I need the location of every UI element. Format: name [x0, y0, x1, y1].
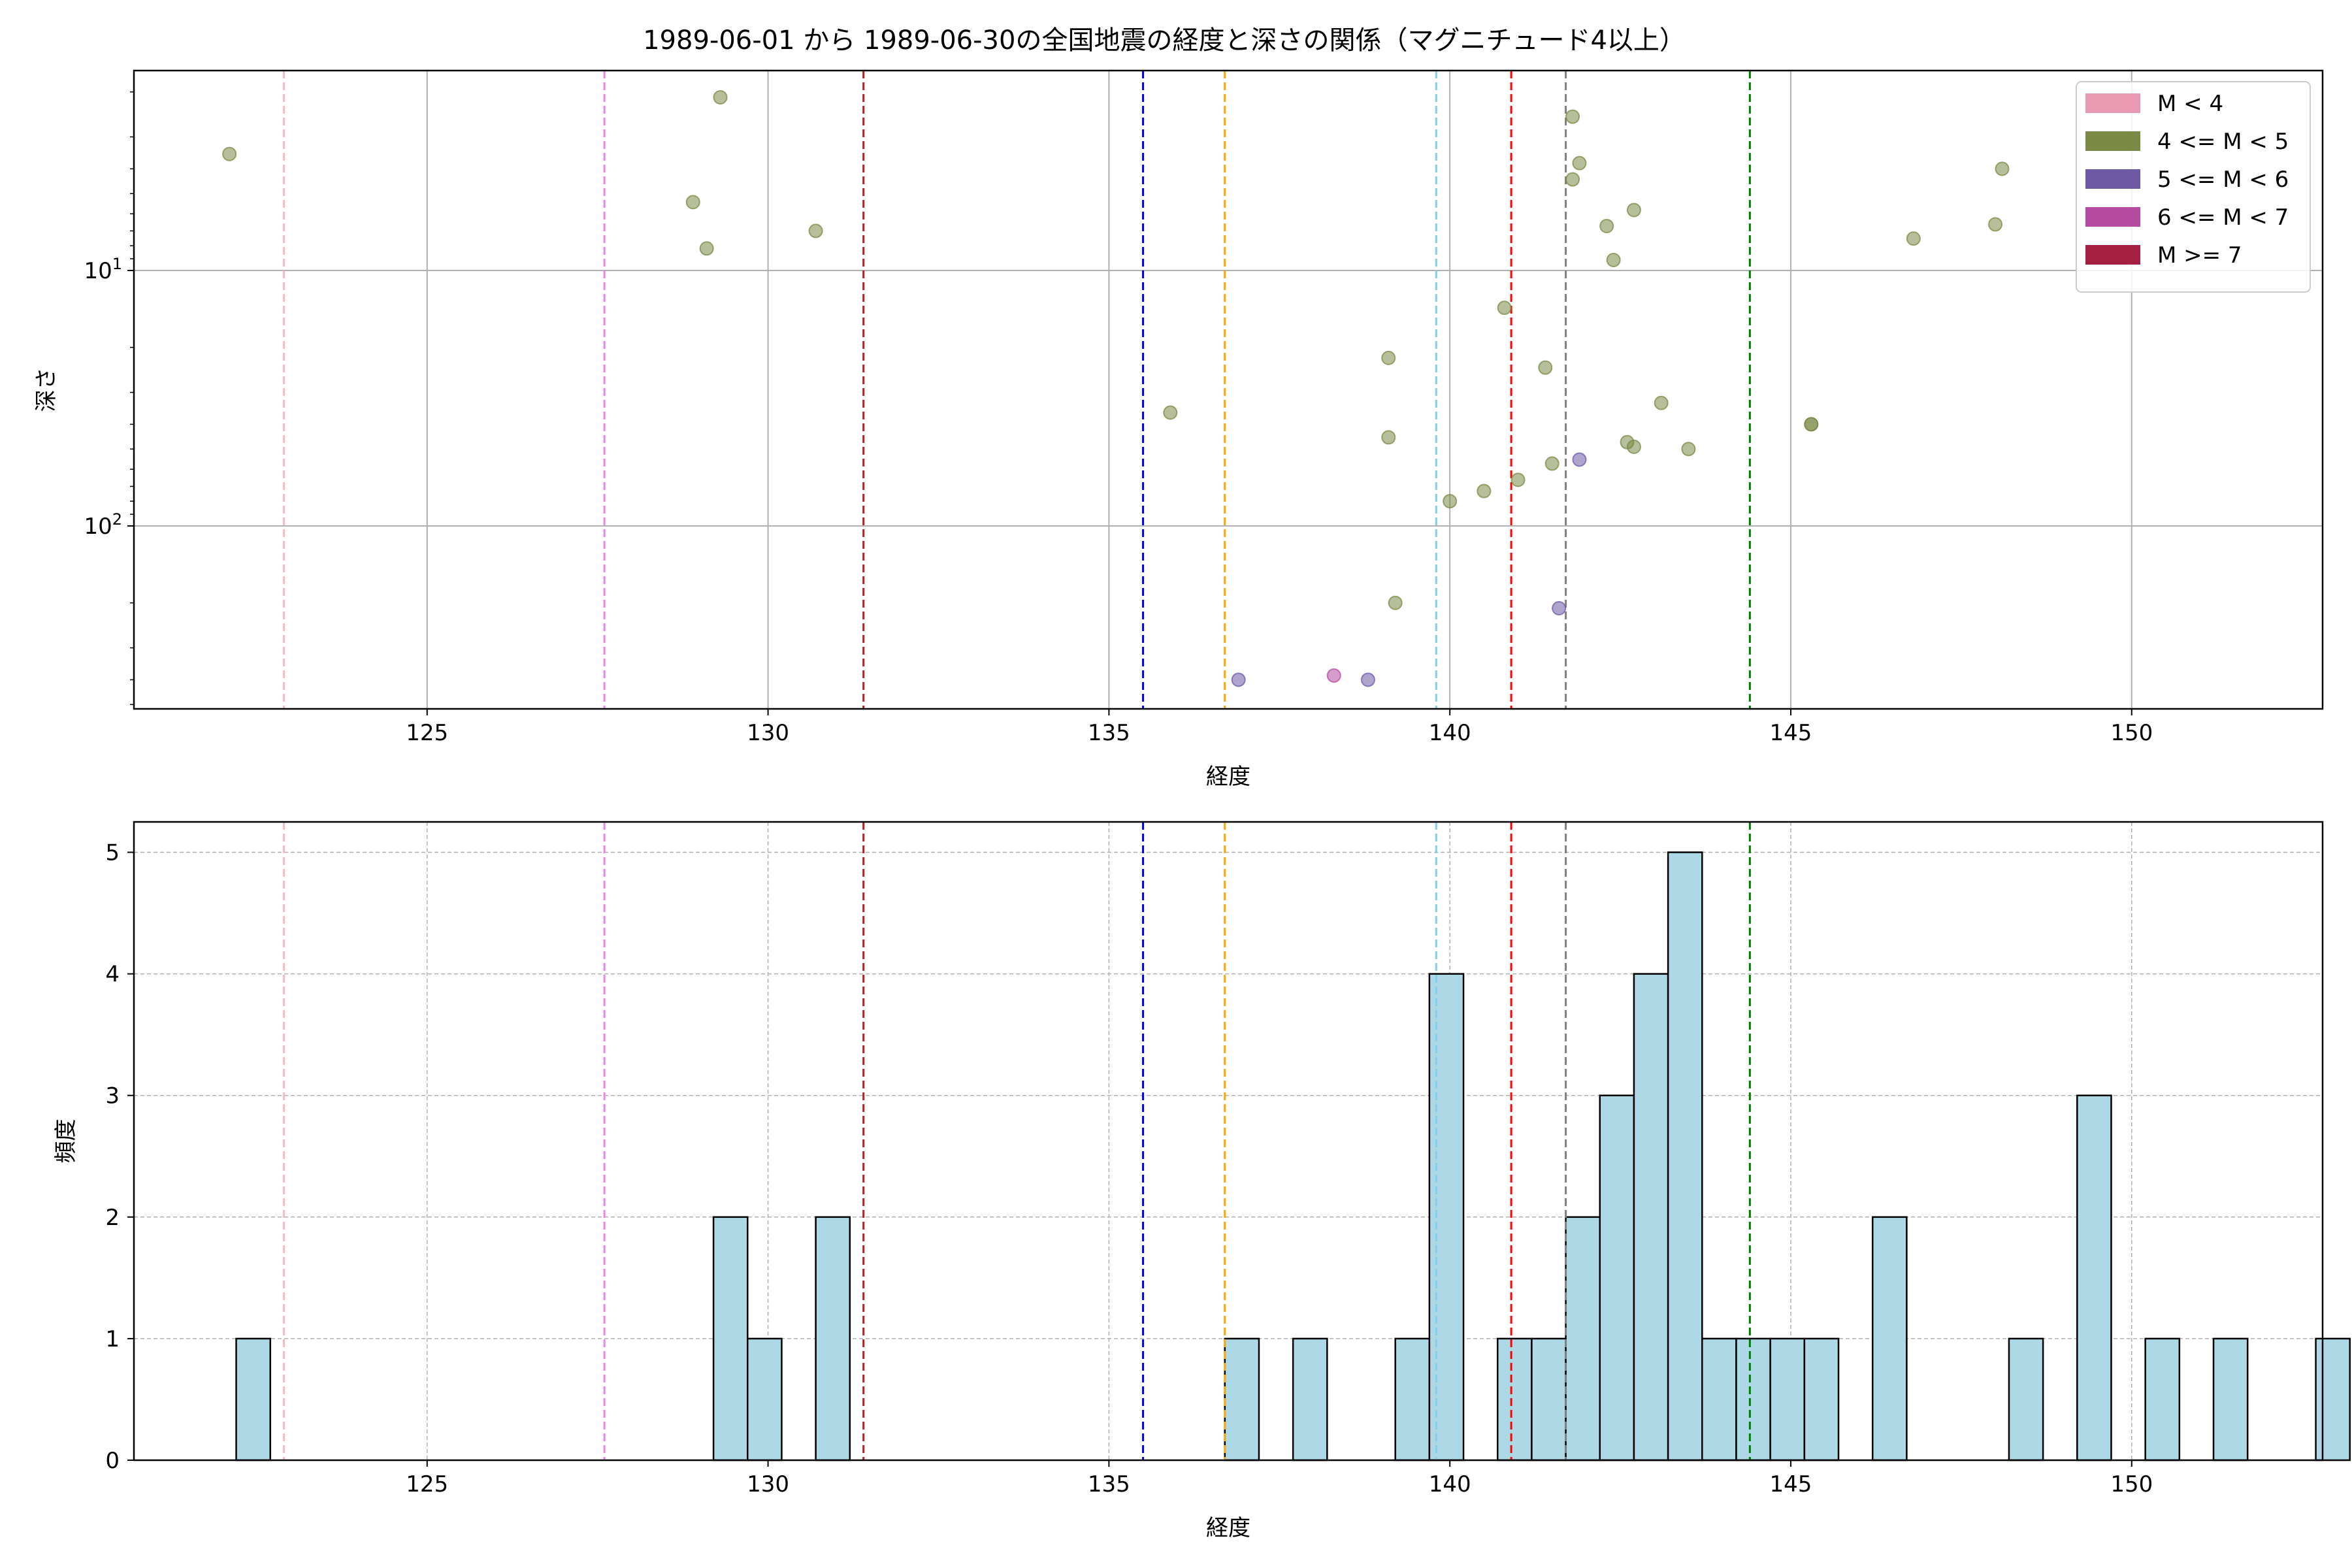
scatter-point: [1381, 350, 1396, 365]
histogram-bar: [1394, 1337, 1431, 1462]
scatter-x-tick-label: 135: [1088, 720, 1130, 746]
histogram-bar: [1871, 1216, 1908, 1462]
scatter-point: [1477, 483, 1492, 498]
scatter-point: [222, 146, 237, 161]
scatter-point: [1544, 456, 1560, 471]
scatter-point: [1231, 672, 1246, 687]
scatter-point: [1443, 494, 1458, 509]
scatter-point: [1552, 601, 1567, 616]
histogram-y-tick-label: 0: [105, 1448, 120, 1474]
histogram-bar: [1565, 1216, 1601, 1462]
scatter-point: [1906, 231, 1921, 246]
scatter-point: [1565, 109, 1580, 124]
histogram-x-tick-label: 150: [2110, 1471, 2153, 1497]
legend-label: 6 <= M < 7: [2157, 204, 2289, 231]
scatter-point: [713, 90, 728, 105]
scatter-point: [699, 241, 714, 256]
legend-swatch: [2085, 207, 2140, 227]
scatter-point: [1360, 672, 1375, 687]
scatter-x-tick-label: 140: [1429, 720, 1471, 746]
histogram-bar: [2144, 1337, 2181, 1462]
scatter-point: [1626, 439, 1641, 454]
scatter-y-axis-label: 深さ: [33, 368, 59, 412]
histogram-bar: [2008, 1337, 2044, 1462]
scatter-x-axis-label: 経度: [1206, 764, 1250, 790]
histogram-bar: [1599, 1094, 1635, 1462]
histogram-x-tick-label: 145: [1770, 1471, 1812, 1497]
histogram-y-axis-label: 頻度: [53, 1119, 79, 1164]
scatter-point: [1565, 172, 1580, 187]
scatter-point: [1804, 417, 1819, 432]
histogram-bar: [1735, 1337, 1771, 1462]
histogram-bar: [1496, 1337, 1533, 1462]
scatter-legend: M < 4 4 <= M < 5 5 <= M < 6 6 <= M < 7 M >= …: [2076, 81, 2311, 293]
scatter-plot-frame: [133, 69, 2324, 710]
scatter-x-tick-label: 130: [747, 720, 789, 746]
histogram-y-tick-label: 4: [105, 962, 120, 988]
scatter-point: [1988, 217, 2003, 232]
scatter-point: [1326, 668, 1341, 683]
histogram-x-tick-label: 125: [406, 1471, 448, 1497]
figure-title: 1989-06-01 から 1989-06-30の全国地震の経度と深さの関係（マ…: [643, 25, 1686, 56]
scatter-point: [808, 223, 823, 238]
histogram-bar: [2315, 1337, 2351, 1462]
scatter-point: [1606, 252, 1621, 267]
scatter-point: [1163, 405, 1178, 420]
histogram-bar: [1701, 1337, 1737, 1462]
scatter-point: [1381, 430, 1396, 445]
scatter-point: [1995, 161, 2010, 176]
scatter-point: [1511, 472, 1526, 487]
scatter-point: [1654, 395, 1669, 410]
scatter-x-tick-label: 125: [406, 720, 448, 746]
histogram-plot-frame: [133, 821, 2324, 1462]
legend-label: 4 <= M < 5: [2157, 129, 2289, 155]
histogram-panel: 125 130 135 140 145 150 0 1 2 3 4 5 経度 頻度: [53, 821, 2351, 1541]
histogram-bar: [1667, 851, 1703, 1462]
scatter-point: [1599, 218, 1614, 233]
legend-label: M >= 7: [2157, 242, 2242, 269]
histogram-y-tick-label: 3: [105, 1083, 120, 1109]
histogram-bar: [235, 1337, 271, 1462]
scatter-x-tick-label: 145: [1770, 720, 1812, 746]
scatter-point: [685, 195, 700, 210]
histogram-bar: [2212, 1337, 2249, 1462]
scatter-point: [1388, 595, 1403, 610]
scatter-point: [1538, 360, 1553, 375]
scatter-point: [1497, 301, 1512, 316]
histogram-x-tick-label: 135: [1088, 1471, 1130, 1497]
scatter-panel: 125 130 135 140 145 150 101 102 経度 深さ M < 4 4 <= M …: [33, 69, 2324, 790]
histogram-y-tick-label: 2: [105, 1205, 120, 1231]
scatter-point: [1681, 442, 1696, 457]
histogram-bar: [1292, 1337, 1328, 1462]
scatter-y-tick-label: 102: [84, 510, 122, 540]
histogram-x-tick-label: 130: [747, 1471, 789, 1497]
histogram-bar: [747, 1337, 783, 1462]
legend-label: 5 <= M < 6: [2157, 167, 2289, 193]
histogram-bar: [1769, 1337, 1806, 1462]
histogram-x-tick-label: 140: [1429, 1471, 1471, 1497]
scatter-x-tick-label: 150: [2110, 720, 2153, 746]
histogram-bar: [1803, 1337, 1840, 1462]
legend-swatch: [2085, 169, 2140, 189]
histogram-y-tick-label: 1: [105, 1326, 120, 1352]
scatter-point: [1572, 452, 1587, 467]
legend-swatch: [2085, 245, 2140, 265]
histogram-bar: [1428, 973, 1465, 1462]
legend-label: M < 4: [2157, 91, 2223, 117]
histogram-bar: [1531, 1337, 1567, 1462]
histogram-bar: [2076, 1094, 2112, 1462]
histogram-bar: [1224, 1337, 1260, 1462]
histogram-bar: [1633, 973, 1669, 1462]
legend-swatch: [2085, 131, 2140, 151]
scatter-point: [1572, 155, 1587, 171]
scatter-point: [1626, 203, 1641, 218]
histogram-x-axis-label: 経度: [1206, 1515, 1250, 1541]
legend-swatch: [2085, 93, 2140, 113]
histogram-y-tick-label: 5: [105, 840, 120, 866]
histogram-bar: [815, 1216, 851, 1462]
scatter-y-tick-label: 101: [84, 255, 122, 284]
histogram-bar: [712, 1216, 749, 1462]
